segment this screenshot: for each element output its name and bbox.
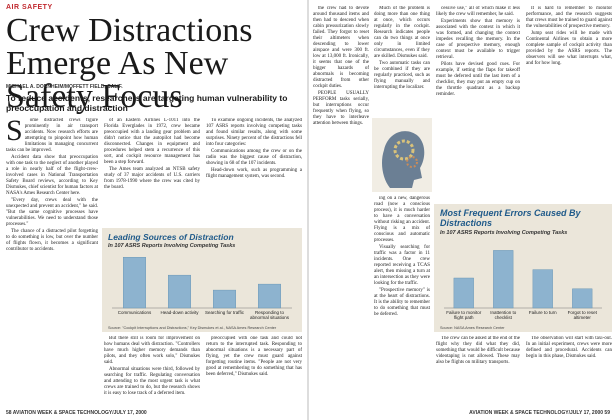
paragraph: Abnormal situations were third, followed…: [104, 367, 200, 396]
paragraph: The observation will start with taxi-out…: [526, 336, 612, 359]
paragraph: "Every day, crews deal with the unexpect…: [6, 198, 98, 227]
folio: AVIATION WEEK & SPACE TECHNOLOGY/JULY 17…: [469, 410, 610, 416]
paragraph: Much of the problem is doing more than o…: [374, 6, 430, 59]
bar-label: Forgot to reset altimeter: [567, 310, 597, 320]
paragraph: "Prospective memory" is at the heart of …: [374, 288, 430, 317]
bar: [123, 257, 146, 309]
bar-label: Searching for traffic: [205, 310, 244, 315]
chart-source: Source: NASA Ames Research Center: [440, 326, 505, 330]
folio: 58 AVIATION WEEK & SPACE TECHNOLOGY/JULY…: [6, 410, 147, 416]
bar: [572, 288, 593, 309]
bar: [258, 283, 281, 309]
drop-cap: S: [6, 118, 23, 147]
paragraph: of an Eastern Airlines L-1011 into the F…: [104, 118, 200, 165]
column: preoccupied with one task and could not …: [206, 336, 302, 406]
paragraph: ome distracted crews figure prominently …: [6, 118, 98, 153]
paragraph: Experiments show that memory is associat…: [436, 19, 520, 60]
chart-subtitle: In 107 ASRS Reports Involving Competing …: [108, 243, 236, 249]
column: But there still is room for improvement …: [104, 336, 200, 406]
paragraph: Head-down work, such as programming a fl…: [206, 168, 302, 179]
column: cessive use," all of which make it less …: [436, 6, 520, 202]
column: The observation will start with taxi-out…: [526, 336, 612, 406]
paragraph: preoccupied with one task and could not …: [206, 336, 302, 377]
bar: [168, 274, 191, 309]
bar-chart: [444, 250, 602, 309]
column: the crew had to devote around thousand i…: [313, 6, 369, 406]
chart-source: Source: "Cockpit Interruptions and Distr…: [108, 326, 277, 330]
column: of an Eastern Airlines L-1011 into the F…: [104, 118, 200, 226]
bar: [453, 277, 474, 309]
bar-label: Communications: [117, 310, 152, 315]
chart-title: Leading Sources of Distraction: [108, 232, 234, 242]
chart-box: Leading Sources of Distraction In 107 ASR…: [102, 228, 302, 332]
paragraph: Jump seat rides will be made with Contin…: [526, 31, 612, 66]
paragraph: It is hard to remember to monitor perfor…: [526, 6, 612, 29]
column: It is hard to remember to monitor perfor…: [526, 6, 612, 202]
paragraph: Accident data show that preoccupation wi…: [6, 155, 98, 196]
bar-label: Failure to monitor flight path: [446, 310, 482, 320]
illustration: [372, 118, 432, 192]
chart-subtitle: In 107 ASRS Reports Involving Competing …: [440, 230, 568, 236]
paragraph: To examine ongoing incidents, the analyz…: [206, 118, 302, 147]
column: ing on a new, dangerous road (now a cons…: [374, 196, 430, 406]
paragraph: the crew had to devote around thousand i…: [313, 6, 369, 89]
bar: [532, 269, 553, 309]
column: To examine ongoing incidents, the analyz…: [206, 118, 302, 226]
paragraph: ing on a new, dangerous road (now a cons…: [374, 196, 430, 243]
chart-box: Most Frequent Errors Caused By Distracti…: [434, 204, 612, 332]
paragraph: PEOPLE USUALLY PERFORM tasks serially, b…: [313, 91, 369, 126]
paragraph: Pilots have devised good cues. For examp…: [436, 62, 520, 97]
paragraph: Two automatic tasks can be combined if t…: [374, 61, 430, 90]
gutter: [307, 0, 309, 420]
chart-title: Most Frequent Errors Caused By Distracti…: [440, 208, 581, 228]
kicker: AIR SAFETY: [6, 4, 53, 11]
paragraph: The crew can be asked at the end of the …: [436, 336, 520, 365]
paragraph: The chance of a distracted pilot forgett…: [6, 229, 98, 252]
headline: Crew Distractions Emerge As New Safety F…: [6, 12, 253, 115]
bar-label: Responding to abnormal situations: [249, 310, 290, 320]
bar-chart: [112, 257, 292, 309]
column: The crew can be asked at the end of the …: [436, 336, 520, 406]
bar: [213, 289, 236, 309]
bar-label: Head-down activity: [160, 310, 199, 315]
paragraph: Communications among the crew or on the …: [206, 149, 302, 166]
paragraph: The Ames team analyzed an NTSB safety st…: [104, 167, 200, 190]
byline: MICHAEL A. DORNHEIM/MOFFETT FIELD, CALIF…: [6, 84, 123, 90]
bar-label: Inattention to checklist: [490, 310, 517, 320]
paragraph: But there still is room for improvement …: [104, 336, 200, 365]
bar: [493, 250, 514, 309]
paragraph: cessive use," all of which make it less …: [436, 6, 520, 17]
paragraph: Visually searching for traffic was a fac…: [374, 245, 430, 286]
column: Much of the problem is doing more than o…: [374, 6, 430, 114]
deck: To reduce accidents, researchers are tar…: [6, 93, 288, 113]
bar-label: Failure to turn: [528, 310, 557, 315]
